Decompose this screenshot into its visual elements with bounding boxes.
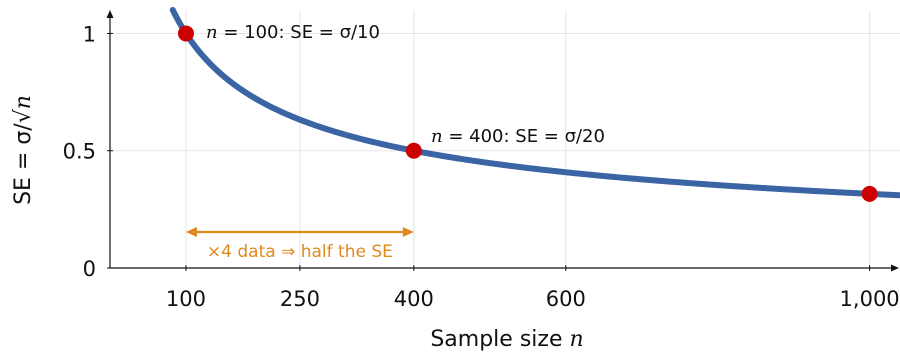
annotation-var: n [431, 126, 443, 147]
annotation-text: = 400: SE = σ/20 [443, 126, 605, 147]
highlight-point [405, 142, 422, 159]
annotation-text: = 100: SE = σ/10 [218, 22, 380, 43]
x-tick-label: 600 [546, 287, 586, 311]
se-curve [169, 7, 900, 199]
y-axis-arrowhead [106, 10, 114, 18]
highlight-point [861, 185, 878, 202]
y-tick-label: 0 [83, 257, 96, 281]
bracket-arrowhead-right [402, 227, 414, 237]
annotation-var: n [206, 22, 218, 43]
y-tick-label: 0.5 [63, 140, 96, 164]
y-tick-label: 1 [83, 22, 96, 46]
x-tick-label: 250 [280, 287, 320, 311]
x-tick-label: 100 [166, 287, 206, 311]
x-axis-label: Sample size n [430, 327, 583, 352]
x-axis-label-var: n [569, 327, 583, 352]
x-axis-arrowhead [891, 264, 899, 272]
annotation-n100: n = 100: SE = σ/10 [206, 22, 380, 43]
x-tick-label: 1,000 [840, 287, 900, 311]
annotation-n400: n = 400: SE = σ/20 [431, 126, 605, 147]
y-tick-labels: 00.51 [63, 22, 96, 281]
x-tick-labels: 100 250 400 600 1,000 [166, 287, 900, 311]
bracket-arrowhead-left [185, 227, 197, 237]
y-axis-label-text: SE = σ/√ [11, 108, 36, 205]
highlight-point [177, 25, 194, 42]
highlight-points [177, 25, 878, 202]
axes [106, 10, 899, 272]
bracket: ×4 data ⇒ half the SE [185, 227, 414, 262]
x-tick-label: 400 [394, 287, 434, 311]
x-axis-label-text: Sample size [430, 327, 569, 352]
bracket-label: ×4 data ⇒ half the SE [207, 242, 393, 262]
y-axis-label: SE = σ/√n [11, 95, 36, 205]
y-axis-label-var: n [11, 95, 36, 109]
